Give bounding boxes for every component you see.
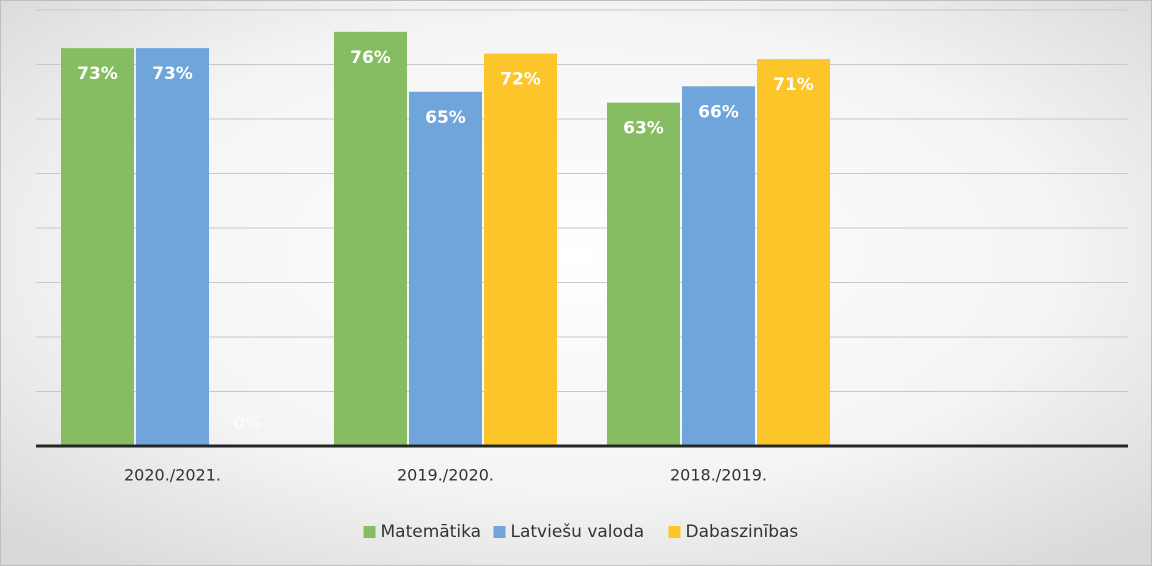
data-label: 0% (233, 414, 262, 434)
bar (757, 59, 830, 447)
x-tick-label: 2018./2019. (670, 466, 767, 485)
legend-swatch (363, 526, 376, 538)
data-label: 71% (773, 75, 814, 95)
bar (682, 86, 755, 447)
bar (409, 91, 482, 446)
data-label: 73% (152, 64, 193, 84)
bar (136, 48, 209, 447)
bar (484, 53, 557, 446)
bar (61, 48, 134, 447)
x-tick-label: 2020./2021. (124, 466, 221, 485)
bar (334, 31, 407, 447)
legend-label: Latviešu valoda (511, 522, 645, 542)
x-tick-label: 2019./2020. (397, 466, 494, 485)
data-label: 63% (623, 119, 664, 139)
data-label: 76% (350, 48, 391, 68)
data-label: 66% (698, 102, 739, 122)
bar (607, 102, 680, 447)
data-label: 73% (77, 64, 118, 84)
legend-label: Matemātika (381, 522, 482, 542)
legend-label: Dabaszinības (686, 522, 799, 542)
data-label: 72% (500, 70, 541, 90)
legend-swatch (493, 526, 506, 538)
legend-swatch (668, 526, 681, 538)
data-label: 65% (425, 108, 466, 128)
